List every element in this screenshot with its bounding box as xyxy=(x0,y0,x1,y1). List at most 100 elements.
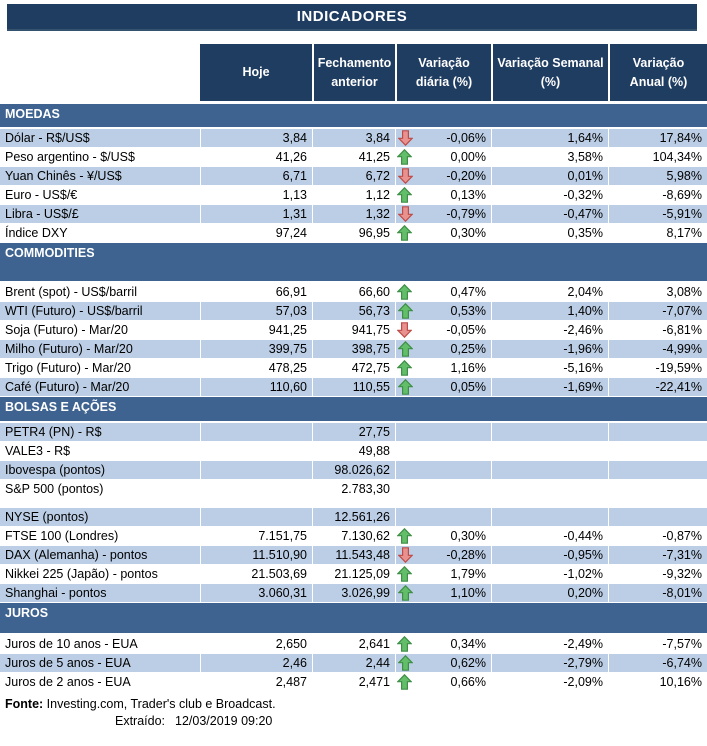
down-arrow-icon xyxy=(398,129,413,147)
cell-hoje: 941,25 xyxy=(268,323,307,337)
cell-hoje: 97,24 xyxy=(275,226,307,240)
up-arrow-icon xyxy=(398,584,413,602)
cell-variacao-diaria: 0,30% xyxy=(395,527,491,545)
cell-variacao-anual: -5,91% xyxy=(608,205,707,223)
cell-fechamento: 398,75 xyxy=(312,340,395,358)
cell-variacao-anual: -9,32% xyxy=(662,567,702,581)
cell-fechamento: 21.125,09 xyxy=(334,567,390,581)
table-row: Índice DXY 97,24 96,95 0,30% 0,35% 8,17% xyxy=(0,224,707,243)
cell-variacao-diaria: 0,47% xyxy=(395,283,491,301)
column-header-var-anual: Variação Anual (%) xyxy=(608,44,707,101)
row-label: Milho (Futuro) - Mar/20 xyxy=(0,340,200,358)
cell-fechamento: 472,75 xyxy=(351,361,390,375)
up-arrow-icon xyxy=(397,359,412,377)
cell-variacao-semanal: -2,46% xyxy=(563,323,603,337)
up-arrow-icon xyxy=(397,224,412,242)
cell-variacao-anual xyxy=(608,423,707,441)
cell-fechamento: 6,72 xyxy=(312,167,395,185)
cell-hoje: 2,650 xyxy=(275,637,307,651)
cell-variacao-diaria: 1,10% xyxy=(395,584,491,602)
cell-variacao-anual: -7,07% xyxy=(608,302,707,320)
cell-variacao-semanal xyxy=(491,442,608,460)
row-label: Juros de 5 anos - EUA xyxy=(0,654,200,672)
cell-variacao-diaria: 1,16% xyxy=(395,359,491,377)
row-label: Café (Futuro) - Mar/20 xyxy=(0,378,200,396)
cell-variacao-anual: 5,98% xyxy=(608,167,707,185)
cell-fechamento: 98.026,62 xyxy=(312,461,395,479)
table-row: Euro - US$/€ 1,13 1,12 0,13% -0,32% -8,69% xyxy=(0,186,707,205)
cell-fechamento: 3.026,99 xyxy=(312,584,395,602)
cell-variacao-diaria: -0,20% xyxy=(395,167,491,185)
row-label: Juros de 10 anos - EUA xyxy=(5,637,138,651)
cell-variacao-anual: -7,57% xyxy=(662,637,702,651)
table-row: Café (Futuro) - Mar/20 110,60 110,55 0,05% -… xyxy=(0,378,707,397)
section-header: JUROS xyxy=(0,603,707,635)
table-row: Brent (spot) - US$/barril 66,91 66,60 0,47%… xyxy=(0,283,707,302)
row-label: Yuan Chinês - ¥/US$ xyxy=(0,167,200,185)
cell-variacao-diaria: 0,00% xyxy=(395,148,491,166)
cell-hoje: 3,84 xyxy=(200,129,312,147)
cell-variacao-diaria xyxy=(395,480,491,498)
variacao-diaria-value: 0,53% xyxy=(450,304,486,318)
cell-variacao-diaria xyxy=(395,423,491,441)
column-header-var-semanal: Variação Semanal (%) xyxy=(491,44,608,101)
table-row: Libra - US$/£ 1,31 1,32 -0,79% -0,47% -5,91% xyxy=(0,205,707,224)
variacao-diaria-value: 0,34% xyxy=(450,637,486,651)
row-label: Índice DXY xyxy=(5,226,68,240)
source-text: Investing.com, Trader's club e Broadcast… xyxy=(43,697,276,711)
row-label: PETR4 (PN) - R$ xyxy=(0,423,200,441)
table-row: Soja (Futuro) - Mar/20 941,25 941,75 -0,05%… xyxy=(0,321,707,340)
cell-fechamento: 12.561,26 xyxy=(312,508,395,526)
cell-hoje: 66,91 xyxy=(275,285,307,299)
up-arrow-icon xyxy=(398,340,413,358)
cell-variacao-semanal: 3,58% xyxy=(567,150,603,164)
up-arrow-icon xyxy=(397,673,412,691)
section-header: COMMODITIES xyxy=(0,243,707,283)
row-label: Brent (spot) - US$/barril xyxy=(5,285,137,299)
row-label: Dólar - R$/US$ xyxy=(0,129,200,147)
row-label: NYSE (pontos) xyxy=(0,508,200,526)
cell-variacao-diaria: 0,34% xyxy=(395,635,491,653)
cell-variacao-diaria: -0,28% xyxy=(395,546,491,564)
cell-variacao-semanal: -0,95% xyxy=(491,546,608,564)
cell-variacao-diaria: 0,53% xyxy=(395,302,491,320)
column-header-fechamento: Fechamento anterior xyxy=(312,44,395,101)
extracted-line: Extraído: 12/03/2019 09:20 xyxy=(0,713,707,730)
row-label: Soja (Futuro) - Mar/20 xyxy=(5,323,128,337)
table-row: Yuan Chinês - ¥/US$ 6,71 6,72 -0,20% 0,01% 5,… xyxy=(0,167,707,186)
row-label: Nikkei 225 (Japão) - pontos xyxy=(5,567,158,581)
cell-fechamento: 56,73 xyxy=(312,302,395,320)
variacao-diaria-value: 0,25% xyxy=(450,342,486,356)
cell-fechamento: 49,88 xyxy=(358,444,390,458)
cell-fechamento: 27,75 xyxy=(312,423,395,441)
cell-variacao-semanal: -0,44% xyxy=(563,529,603,543)
cell-hoje: 2,487 xyxy=(275,675,307,689)
page-title: INDICADORES xyxy=(7,4,697,31)
up-arrow-icon xyxy=(397,527,412,545)
footer: Fonte: Investing.com, Trader's club e Br… xyxy=(0,696,707,730)
extracted-timestamp: 12/03/2019 09:20 xyxy=(175,714,273,728)
variacao-diaria-value: 0,13% xyxy=(450,188,486,202)
variacao-diaria-value: 0,30% xyxy=(450,226,486,240)
cell-variacao-semanal: 0,35% xyxy=(567,226,603,240)
cell-hoje: 11.510,90 xyxy=(200,546,312,564)
cell-variacao-diaria: 0,25% xyxy=(395,340,491,358)
variacao-diaria-value: -0,06% xyxy=(446,131,486,145)
table-row: Dólar - R$/US$ 3,84 3,84 -0,06% 1,64% 17,84% xyxy=(0,129,707,148)
cell-fechamento: 96,95 xyxy=(358,226,390,240)
cell-variacao-diaria: -0,05% xyxy=(395,321,491,339)
cell-variacao-anual: -7,31% xyxy=(608,546,707,564)
up-arrow-icon xyxy=(398,654,413,672)
cell-fechamento: 2.783,30 xyxy=(341,482,390,496)
cell-variacao-diaria: 0,30% xyxy=(395,224,491,242)
variacao-diaria-value: 0,00% xyxy=(450,150,486,164)
cell-fechamento: 7.130,62 xyxy=(341,529,390,543)
down-arrow-icon xyxy=(398,167,413,185)
row-label: Peso argentino - $/US$ xyxy=(5,150,135,164)
cell-hoje: 1,31 xyxy=(200,205,312,223)
cell-fechamento: 3,84 xyxy=(312,129,395,147)
variacao-diaria-value: 0,62% xyxy=(450,656,486,670)
cell-fechamento: 1,12 xyxy=(365,188,390,202)
cell-variacao-anual: 10,16% xyxy=(659,675,702,689)
variacao-diaria-value: 0,66% xyxy=(450,675,486,689)
